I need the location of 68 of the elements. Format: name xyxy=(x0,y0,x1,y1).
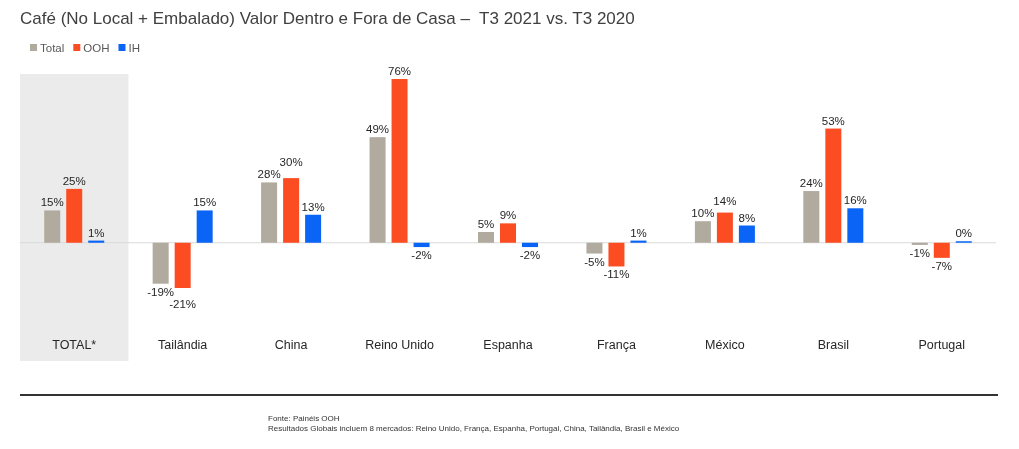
data-label: 10% xyxy=(691,207,715,220)
legend-label: OOH xyxy=(83,41,110,54)
data-label: -5% xyxy=(584,255,605,268)
bar xyxy=(933,242,950,258)
data-label: 13% xyxy=(301,200,325,213)
x-tick-label: Tailândia xyxy=(157,338,208,352)
bar xyxy=(66,188,83,243)
data-label: 53% xyxy=(821,114,845,127)
bar xyxy=(911,242,928,245)
bar xyxy=(630,240,647,243)
bar xyxy=(261,182,278,243)
data-label: 15% xyxy=(40,196,64,209)
data-label: 0% xyxy=(955,227,973,240)
data-label: 49% xyxy=(366,123,390,136)
bar xyxy=(196,210,213,243)
data-label: -11% xyxy=(603,268,630,281)
x-tick-label: Brasil xyxy=(817,338,849,352)
x-tick-label: França xyxy=(596,338,636,352)
bar xyxy=(586,242,603,254)
data-label: 14% xyxy=(713,195,737,208)
bar xyxy=(174,242,191,288)
data-label: 15% xyxy=(193,196,217,209)
bar xyxy=(391,79,408,243)
x-tick-label: Reino Unido xyxy=(365,338,434,352)
bar xyxy=(738,225,755,243)
bar xyxy=(152,242,169,284)
bar xyxy=(413,242,430,248)
data-label: -2% xyxy=(519,249,541,262)
bar xyxy=(478,231,494,243)
bar xyxy=(44,210,61,243)
bar xyxy=(500,223,516,243)
data-label: -21% xyxy=(169,297,197,310)
data-label: 9% xyxy=(499,209,517,222)
x-tick-label: Espanha xyxy=(483,338,533,352)
data-label: 25% xyxy=(62,174,86,187)
x-tick-label: Portugal xyxy=(918,338,966,352)
text: Resultados Globais incluem 8 mercados: Reino Unido, França, Espanha, Portugal, China, Tailândia, Brasil e México xyxy=(268,424,680,433)
bar xyxy=(608,242,625,267)
bar xyxy=(522,242,538,248)
x-tick-label: TOTAL* xyxy=(52,338,97,352)
bar xyxy=(847,208,864,243)
data-label: 30% xyxy=(279,156,303,169)
data-label: -2% xyxy=(411,249,432,262)
data-label: -1% xyxy=(909,246,930,259)
bar xyxy=(825,128,842,243)
bar xyxy=(694,221,711,243)
x-tick-label: México xyxy=(705,338,745,352)
bar xyxy=(88,240,105,243)
legend-label: IH xyxy=(128,41,140,54)
bar xyxy=(716,212,733,243)
bar xyxy=(305,214,322,243)
data-label: 28% xyxy=(257,168,281,181)
bar xyxy=(369,137,386,243)
data-label: 76% xyxy=(388,65,412,77)
x-tick-label: China xyxy=(274,338,308,352)
data-label: 16% xyxy=(843,194,867,207)
legend-label: Total xyxy=(40,41,65,54)
bar xyxy=(283,178,300,243)
data-label: 5% xyxy=(477,217,495,230)
chart-title: Café (No Local + Embalado) Valor Dentro e Fora de Casa – T3 2021 vs. T3 2020 xyxy=(20,9,635,28)
bar xyxy=(803,191,820,243)
data-label: 24% xyxy=(799,177,823,190)
data-label: -19% xyxy=(147,285,175,298)
data-label: 1% xyxy=(87,226,105,239)
data-label: -7% xyxy=(931,259,952,272)
source-note: Fonte: Painéis OOH xyxy=(268,414,340,423)
data-label: 8% xyxy=(738,211,756,224)
data-label: 1% xyxy=(630,226,647,239)
